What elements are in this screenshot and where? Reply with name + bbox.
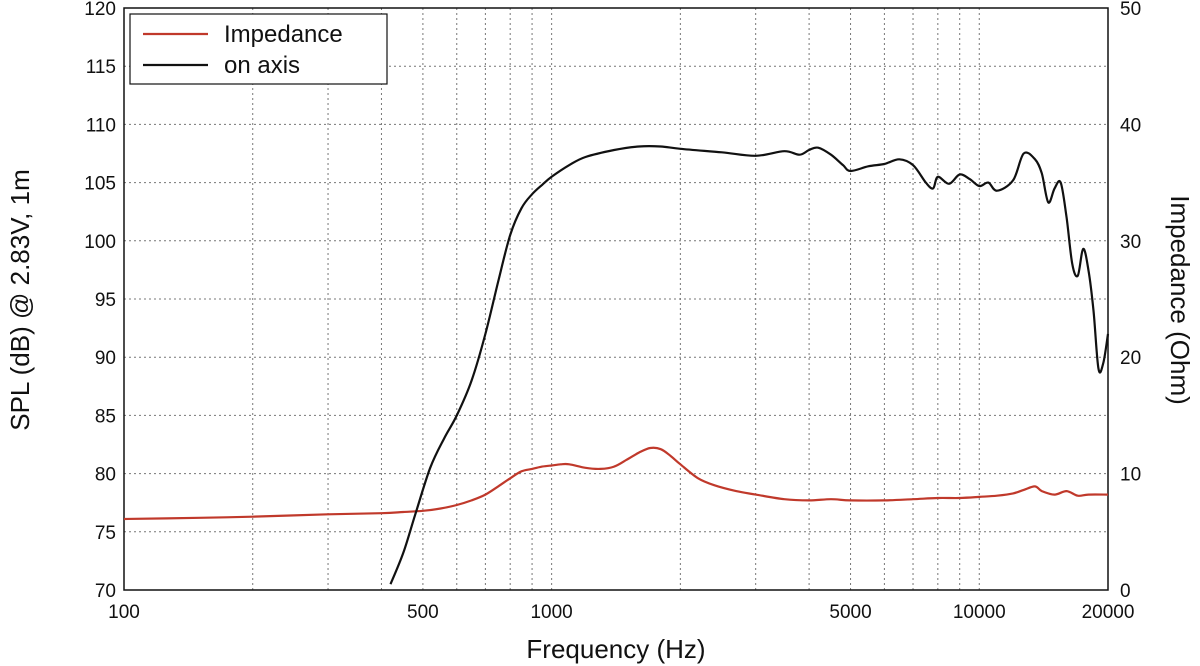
legend-box: [129, 13, 388, 85]
y-tick-label: 115: [86, 57, 116, 78]
x-tick-label: 5000: [829, 602, 871, 623]
y2-tick-label: 20: [1120, 348, 1141, 369]
legend-label-on-axis: on axis: [224, 52, 300, 79]
y-tick-label: 80: [95, 465, 116, 486]
y-tick-label: 90: [95, 348, 116, 369]
grid-lines: [124, 8, 1108, 590]
y-axis-title: SPL (dB) @ 2.83V, 1m: [5, 169, 35, 431]
y2-tick-label: 0: [1120, 581, 1131, 602]
plot-frame: [123, 7, 1109, 591]
y-tick-label: 100: [84, 232, 116, 253]
series-line-impedance: [123, 446, 1109, 521]
legend: Impedance on axis: [129, 13, 388, 85]
x-axis-ticks: 100 500 1000 5000 10000 20000: [108, 602, 1134, 623]
y2-tick-label: 30: [1120, 232, 1141, 253]
x-tick-label: 20000: [1082, 602, 1135, 623]
y2-axis-title: Impedance (Ohm): [1165, 195, 1195, 405]
y-tick-label: 70: [95, 581, 116, 602]
y-tick-label: 105: [84, 174, 116, 195]
y-tick-label: 85: [95, 406, 116, 427]
x-tick-label: 10000: [953, 602, 1006, 623]
y-tick-label: 75: [95, 523, 116, 544]
series-line-on-axis: [389, 145, 1110, 585]
y-tick-label: 95: [95, 290, 116, 311]
y2-tick-label: 50: [1120, 0, 1141, 20]
y-tick-label: 120: [84, 0, 116, 20]
y2-tick-label: 10: [1120, 465, 1141, 486]
x-tick-label: 1000: [530, 602, 572, 623]
y-tick-label: 110: [86, 115, 116, 136]
x-tick-label: 500: [407, 602, 439, 623]
legend-label-impedance: Impedance: [224, 21, 343, 48]
y2-axis-ticks: 0 10 20 30 40 50: [1120, 0, 1141, 602]
x-tick-label: 100: [108, 602, 140, 623]
series-layer: [123, 145, 1110, 585]
y2-tick-label: 40: [1120, 115, 1141, 136]
y-axis-ticks: 70 75 80 85 90 95 100 105 110 115 120: [84, 0, 116, 602]
x-axis-title: Frequency (Hz): [526, 634, 705, 664]
